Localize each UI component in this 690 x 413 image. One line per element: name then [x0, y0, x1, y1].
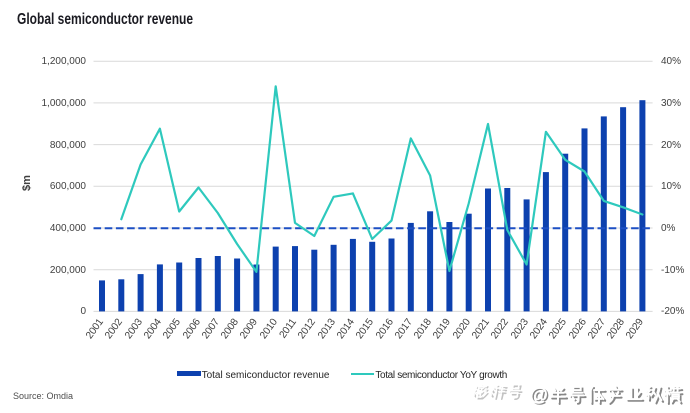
- svg-text:@: @: [531, 385, 550, 406]
- svg-text:@: @: [530, 384, 549, 405]
